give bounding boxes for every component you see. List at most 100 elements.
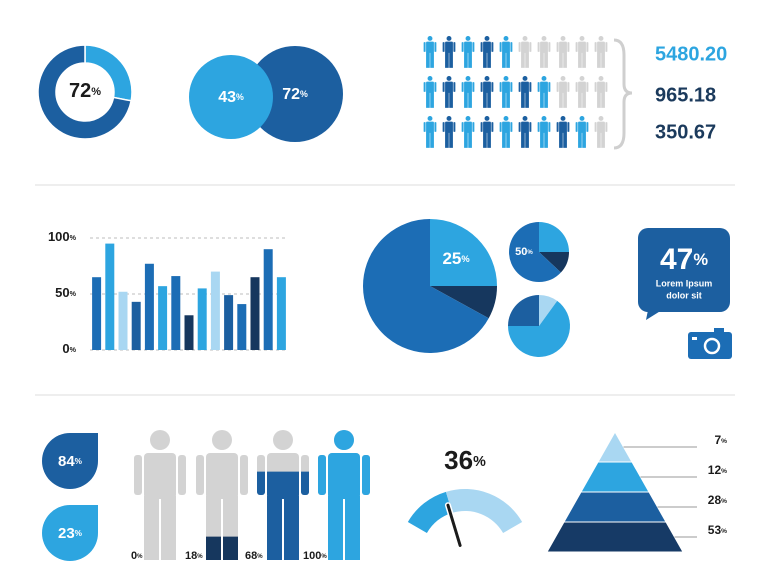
percent-sign: %	[236, 92, 244, 102]
percent-sign: %	[721, 498, 727, 505]
person-icon	[575, 76, 589, 108]
gauge-fill	[407, 491, 453, 533]
torso	[521, 41, 529, 53]
value-label: 25%	[442, 249, 470, 268]
leg	[582, 52, 586, 68]
head	[579, 76, 585, 81]
pyramid-band	[563, 491, 667, 523]
leg	[502, 92, 506, 108]
number: 43	[218, 89, 236, 106]
torso	[426, 41, 434, 53]
arm	[472, 42, 475, 52]
leg	[506, 132, 510, 148]
torso	[578, 41, 586, 53]
bar	[224, 295, 234, 350]
arm	[594, 42, 597, 52]
arm	[257, 471, 265, 495]
leg	[449, 132, 453, 148]
leg	[540, 92, 544, 108]
arm	[434, 42, 437, 52]
arm	[499, 42, 502, 52]
percent-sign: %	[197, 554, 203, 560]
arm	[510, 42, 513, 52]
pie-slice	[508, 295, 539, 326]
number: 36	[444, 445, 473, 475]
torso	[502, 41, 510, 53]
person-icon	[480, 116, 494, 148]
leg	[328, 496, 343, 560]
torso	[483, 41, 491, 53]
bar	[171, 276, 181, 350]
person-icon	[518, 36, 532, 68]
bar	[144, 263, 154, 350]
pie-slice	[539, 295, 558, 326]
leg	[597, 92, 601, 108]
leg	[506, 92, 510, 108]
leg	[521, 52, 525, 68]
leg	[559, 132, 563, 148]
number: 100	[48, 229, 70, 244]
number: 23	[58, 525, 75, 542]
arm	[491, 42, 494, 52]
leg	[544, 92, 548, 108]
arm	[240, 455, 248, 495]
arm	[499, 122, 502, 132]
pictogram-value: 965.18	[655, 84, 716, 106]
torso	[578, 81, 586, 93]
arm	[537, 82, 540, 92]
torso	[144, 453, 176, 499]
arm	[529, 42, 532, 52]
head	[150, 430, 170, 450]
head	[446, 76, 452, 81]
arm	[472, 122, 475, 132]
leg	[502, 132, 506, 148]
leg	[540, 52, 544, 68]
person-icon	[575, 36, 589, 68]
bar	[250, 277, 260, 350]
leg	[559, 92, 563, 108]
donut-segment	[37, 44, 133, 140]
head	[427, 36, 433, 41]
leg	[597, 52, 601, 68]
leg	[144, 496, 159, 560]
leg	[449, 92, 453, 108]
bar	[210, 271, 220, 350]
torso	[483, 121, 491, 133]
person-icon	[594, 116, 608, 148]
value-label: 47%	[660, 243, 708, 276]
value-label: 12%	[708, 463, 727, 477]
arm	[575, 122, 578, 132]
arm	[491, 82, 494, 92]
person-icon	[134, 430, 186, 560]
leg	[487, 132, 491, 148]
person-icon	[480, 36, 494, 68]
arm	[594, 122, 597, 132]
number: 84	[58, 453, 75, 470]
gauge-needle	[446, 503, 462, 547]
number: 7	[714, 433, 721, 447]
torso	[445, 41, 453, 53]
head	[484, 116, 490, 121]
pie-slice	[430, 286, 497, 319]
leg	[544, 52, 548, 68]
number: 28	[708, 493, 722, 507]
arm	[556, 42, 559, 52]
pictogram-value: 5480.20	[655, 43, 727, 65]
person-icon	[206, 536, 238, 560]
arm	[605, 42, 608, 52]
bar	[118, 291, 128, 350]
percent-sign: %	[91, 86, 101, 98]
arm	[480, 122, 483, 132]
arm	[529, 122, 532, 132]
head	[503, 36, 509, 41]
leg	[445, 132, 449, 148]
arm	[594, 82, 597, 92]
leg	[430, 52, 434, 68]
person-icon	[442, 116, 456, 148]
person-icon	[594, 36, 608, 68]
percent-sign: %	[75, 457, 83, 466]
arm	[461, 122, 464, 132]
callout-box	[638, 228, 730, 312]
arm	[499, 82, 502, 92]
leg	[487, 92, 491, 108]
